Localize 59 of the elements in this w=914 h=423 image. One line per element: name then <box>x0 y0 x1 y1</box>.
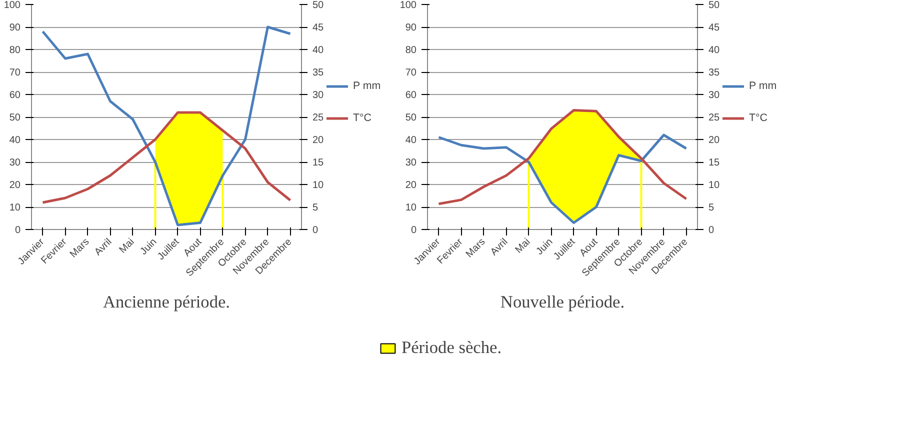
y-tick-label: 20 <box>405 180 417 191</box>
y2-tick-label: 50 <box>708 0 720 11</box>
y-tick-label: 70 <box>405 68 417 78</box>
y2-tick-label: 10 <box>312 180 324 191</box>
y2-tick-label: 15 <box>708 158 720 168</box>
y2-tick-label: 30 <box>312 90 324 101</box>
y-tick-label: 60 <box>405 90 417 101</box>
y2-tick-label: 0 <box>312 225 318 236</box>
y-tick-label: 100 <box>400 0 417 11</box>
y2-tick-label: 25 <box>708 112 720 124</box>
y2-tick-label: 5 <box>312 202 318 214</box>
y2-tick-label: 25 <box>312 112 324 124</box>
line-series <box>42 26 292 226</box>
y-tick-label: 90 <box>405 22 417 34</box>
x-tick-label: Mai <box>117 236 137 256</box>
y-tick-label: 0 <box>14 225 21 236</box>
y2-tick-label: 5 <box>708 202 714 214</box>
y2-tick-label: 20 <box>312 135 324 146</box>
y2-tick-label: 35 <box>312 68 324 78</box>
y2-tick-label: 0 <box>708 225 714 236</box>
legend-label: T°C <box>353 112 372 124</box>
legend-label: P mm <box>353 80 381 92</box>
y-tick-label: 100 <box>4 0 21 11</box>
y-tick-label: 10 <box>405 202 417 214</box>
y-tick-label: 40 <box>405 135 417 146</box>
y-tick-label: 80 <box>405 45 417 56</box>
y-tick-label: 80 <box>9 45 21 56</box>
y-tick-label: 20 <box>9 180 21 191</box>
y2-tick-label: 50 <box>312 0 324 11</box>
y-tick-label: 10 <box>9 202 21 214</box>
text: Nouvelle période. <box>500 292 625 312</box>
x-tick-label: Mai <box>513 236 533 256</box>
text: Ancienne période. <box>102 292 230 312</box>
y2-tick-label: 45 <box>312 22 324 34</box>
y2-tick-label: 45 <box>708 22 720 34</box>
legend-label: T°C <box>749 112 768 124</box>
y2-tick-label: 30 <box>708 90 720 101</box>
x-tick-label: Juin <box>138 236 160 258</box>
y-tick-label: 60 <box>9 90 21 101</box>
x-tick-label: Juin <box>534 236 556 258</box>
y2-tick-label: 20 <box>708 135 720 146</box>
y2-tick-label: 40 <box>312 45 324 56</box>
y2-tick-label: 40 <box>708 45 720 56</box>
y-tick-label: 50 <box>9 112 21 124</box>
line-series <box>438 134 688 224</box>
y2-tick-label: 10 <box>708 180 720 191</box>
y-tick-label: 30 <box>405 158 417 168</box>
y-tick-label: 90 <box>9 22 21 34</box>
legend-label: P mm <box>749 80 777 92</box>
y-tick-label: 30 <box>9 158 21 168</box>
line-series <box>438 109 688 206</box>
line-series <box>42 111 292 204</box>
y-tick-label: 70 <box>9 68 21 78</box>
legend-label: Période sèche. <box>401 338 502 358</box>
y2-tick-label: 35 <box>708 68 720 78</box>
y-tick-label: 0 <box>410 225 417 236</box>
y2-tick-label: 15 <box>312 158 324 168</box>
y-tick-label: 40 <box>9 135 21 146</box>
y-tick-label: 50 <box>405 112 417 124</box>
